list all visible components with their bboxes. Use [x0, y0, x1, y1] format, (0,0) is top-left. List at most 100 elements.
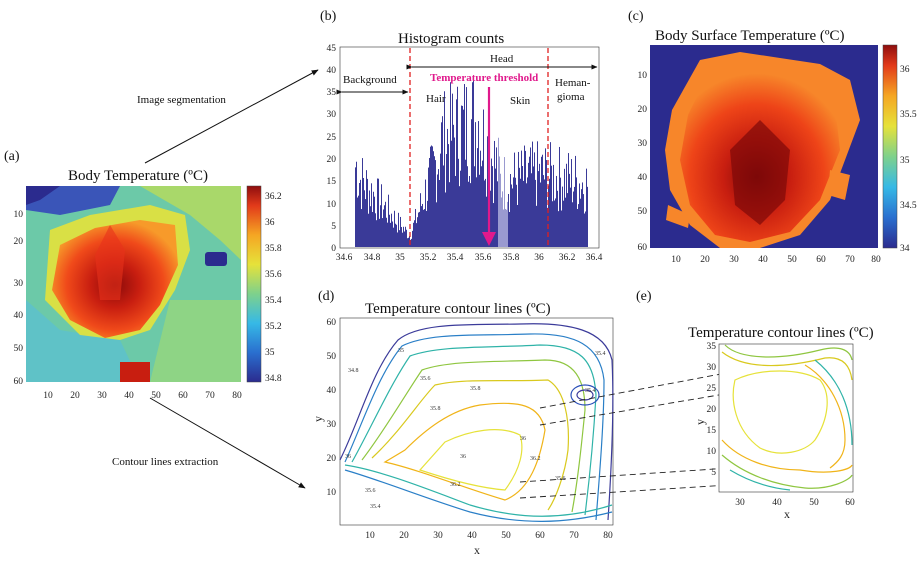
- histogram-bar: [531, 173, 532, 247]
- histogram-bar: [405, 226, 406, 247]
- histogram-bar: [568, 153, 569, 247]
- histogram-bar: [481, 166, 482, 247]
- panel-d-frame: [339, 317, 614, 526]
- b-xtick-6: 35.8: [503, 253, 520, 263]
- histogram-bar: [454, 137, 455, 247]
- histogram-bar: [459, 186, 460, 247]
- histogram-bar: [433, 151, 434, 247]
- histogram-bar: [537, 141, 538, 247]
- histogram-bar: [551, 165, 552, 247]
- histogram-bar: [432, 146, 433, 247]
- histogram-bar: [411, 238, 412, 247]
- histogram-bar: [535, 179, 536, 247]
- histogram-bar: [355, 167, 356, 247]
- histogram-bar: [440, 153, 441, 247]
- histogram-bar: [470, 183, 471, 247]
- histogram-bar: [373, 191, 374, 247]
- histogram-bar: [558, 211, 559, 247]
- b-xtick-8: 36.2: [559, 253, 576, 263]
- histogram-bar: [585, 211, 586, 247]
- histogram-bar: [429, 157, 430, 247]
- histogram-bar: [582, 182, 583, 247]
- panel-c-title: Body Surface Temperature (ºC): [655, 28, 845, 44]
- histogram-bar: [426, 210, 427, 247]
- a-cbar-tick-6: 35: [265, 348, 275, 358]
- histogram-bar: [452, 93, 453, 248]
- histogram-bar: [386, 217, 387, 247]
- panel-c: (c) Body Surface Temperature (ºC) 36 35.…: [628, 9, 917, 265]
- a-cbar-tick-1: 36: [265, 218, 275, 228]
- a-xtick-6: 70: [205, 391, 215, 401]
- b-ytick-2: 10: [327, 200, 337, 210]
- histogram-bar: [356, 161, 357, 247]
- panel-d-contours: [339, 323, 614, 522]
- histogram-bar: [580, 198, 581, 247]
- d-ytick-2: 30: [327, 420, 337, 430]
- histogram-bar: [520, 178, 521, 247]
- d-contour-label-12: 36: [345, 454, 351, 460]
- b-xtick-5: 35.6: [475, 253, 492, 263]
- histogram-bar: [382, 218, 383, 247]
- histogram-bar: [381, 184, 382, 247]
- e-ytick-3: 20: [707, 405, 717, 415]
- c-xtick-7: 80: [871, 255, 881, 265]
- a-ytick-1: 20: [14, 237, 24, 247]
- histogram-bar: [415, 208, 416, 247]
- histogram-bar: [586, 168, 587, 247]
- histogram-bar: [519, 167, 520, 247]
- c-cbar-tick-2: 35: [900, 156, 910, 166]
- hair-label: Hair: [426, 93, 446, 105]
- histogram-bar: [464, 84, 465, 247]
- c-cbar-tick-1: 35.5: [900, 110, 917, 120]
- histogram-bar: [378, 178, 379, 247]
- histogram-bar: [493, 203, 494, 247]
- histogram-bar: [557, 190, 558, 247]
- histogram-bar: [512, 188, 513, 247]
- histogram-bar: [479, 174, 480, 247]
- d-contour-label-4: 35.8: [470, 386, 481, 392]
- histogram-bar: [540, 182, 541, 247]
- histogram-bar: [499, 156, 500, 247]
- b-ytick-0: 0: [331, 244, 336, 254]
- panel-e-title: Temperature contour lines (ºC): [688, 325, 874, 341]
- a-xtick-2: 30: [97, 391, 107, 401]
- a-ytick-2: 30: [14, 279, 24, 289]
- histogram-bar: [417, 217, 418, 247]
- panel-e: (e) Temperature contour lines (ºC) 35 30…: [636, 289, 874, 521]
- histogram-bar: [371, 183, 372, 247]
- histogram-bar: [457, 86, 458, 247]
- histogram-bar: [398, 212, 399, 247]
- process-arrows: Image segmentation Contour lines extract…: [112, 69, 319, 489]
- histogram-bar: [377, 178, 378, 247]
- a-cbar-tick-4: 35.4: [265, 296, 282, 306]
- histogram-bar: [472, 82, 473, 248]
- panel-b-letter: (b): [320, 9, 337, 24]
- panel-e-yticks: 35 30 25 20 15 10 5: [707, 342, 717, 478]
- histogram-bar: [370, 206, 371, 247]
- histogram-bar: [435, 160, 436, 247]
- histogram-bar: [471, 119, 472, 247]
- e-ytick-5: 30: [707, 363, 717, 373]
- threshold-label: Temperature threshold: [430, 72, 538, 84]
- b-xtick-3: 35.2: [420, 253, 437, 263]
- histogram-bar: [525, 150, 526, 247]
- histogram-bar: [468, 181, 469, 247]
- c-ytick-1: 20: [638, 105, 648, 115]
- histogram-bar: [534, 152, 535, 247]
- e-ytick-4: 25: [707, 384, 717, 394]
- histogram-bar: [389, 214, 390, 247]
- d-xtick-0: 10: [365, 531, 375, 541]
- histogram-bar: [536, 205, 537, 247]
- histogram-bar: [368, 213, 369, 247]
- histogram-bar: [483, 109, 484, 247]
- histogram-bar: [474, 166, 475, 247]
- histogram-bar: [360, 179, 361, 247]
- d-ytick-3: 40: [327, 386, 337, 396]
- histogram-bar: [510, 174, 511, 247]
- histogram-bar: [497, 181, 498, 247]
- b-xtick-7: 36: [534, 253, 544, 263]
- panel-a-cbar-ticks: 36.2 36 35.8 35.6 35.4 35.2 35 34.8: [265, 192, 282, 384]
- histogram-bar: [517, 204, 518, 247]
- panel-c-colorbar: [882, 44, 898, 249]
- histogram-bar: [572, 202, 573, 247]
